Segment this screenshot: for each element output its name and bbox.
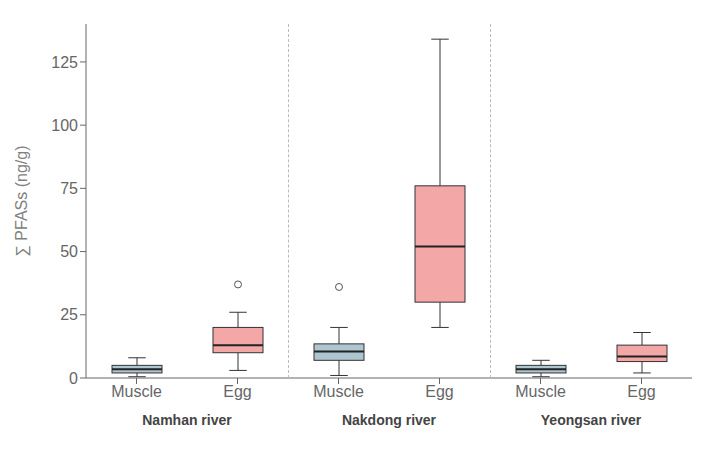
svg-text:Egg: Egg xyxy=(627,383,655,400)
svg-text:∑ PFASs (ng/g): ∑ PFASs (ng/g) xyxy=(13,146,31,257)
svg-text:100: 100 xyxy=(51,117,78,134)
svg-text:Muscle: Muscle xyxy=(313,383,364,400)
svg-text:0: 0 xyxy=(69,370,78,387)
html-text:Yeongsan river: Yeongsan river xyxy=(540,412,642,428)
svg-text:50: 50 xyxy=(60,243,78,260)
svg-text:75: 75 xyxy=(60,180,78,197)
html-text:Namhan river: Namhan river xyxy=(142,412,232,428)
svg-text:Muscle: Muscle xyxy=(111,383,162,400)
svg-text:Egg: Egg xyxy=(425,383,453,400)
svg-text:25: 25 xyxy=(60,306,78,323)
html-text:Nakdong river: Nakdong river xyxy=(341,412,437,428)
svg-text:Egg: Egg xyxy=(223,383,251,400)
svg-text:125: 125 xyxy=(51,54,78,71)
svg-text:Muscle: Muscle xyxy=(515,383,566,400)
